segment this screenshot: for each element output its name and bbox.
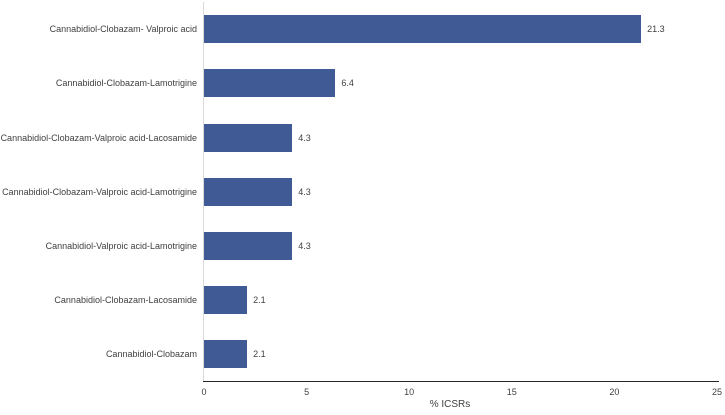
bar — [204, 231, 293, 260]
bar — [204, 177, 293, 206]
x-tick-label: 15 — [506, 387, 517, 397]
x-tick-label: 5 — [304, 387, 310, 397]
x-tick-label: 20 — [609, 387, 620, 397]
category-label: Cannabidiol-Clobazam-Valproic acid-Lacos… — [0, 132, 197, 143]
bar — [204, 340, 248, 369]
value-label: 4.3 — [298, 132, 311, 143]
value-label: 4.3 — [298, 240, 311, 251]
category-label: Cannabidiol-Clobazam-Valproic acid-Lamot… — [2, 186, 197, 197]
bar — [204, 15, 642, 44]
bar — [204, 69, 336, 98]
x-axis-line — [203, 380, 719, 382]
category-label: Cannabidiol-Valproic acid-Lamotrigine — [45, 240, 197, 251]
category-label: Cannabidiol-Clobazam — [105, 349, 197, 360]
x-tick-label: 0 — [201, 387, 207, 397]
value-label: 2.1 — [253, 349, 266, 360]
value-label: 4.3 — [298, 186, 311, 197]
bar — [204, 123, 293, 152]
value-label: 2.1 — [253, 295, 266, 306]
y-axis-zero-line — [203, 2, 204, 382]
x-tick-label: 25 — [711, 387, 722, 397]
category-label: Cannabidiol-Clobazam-Lacosamide — [54, 295, 197, 306]
category-label: Cannabidiol-Clobazam-Lamotrigine — [55, 78, 197, 89]
value-label: 6.4 — [341, 78, 354, 89]
x-tick-label: 10 — [404, 387, 415, 397]
value-label: 21.3 — [647, 24, 665, 35]
category-label: Cannabidiol-Clobazam- Valproic acid — [49, 24, 197, 35]
bar — [204, 286, 248, 315]
x-axis-title: % ICSRs — [429, 399, 471, 410]
